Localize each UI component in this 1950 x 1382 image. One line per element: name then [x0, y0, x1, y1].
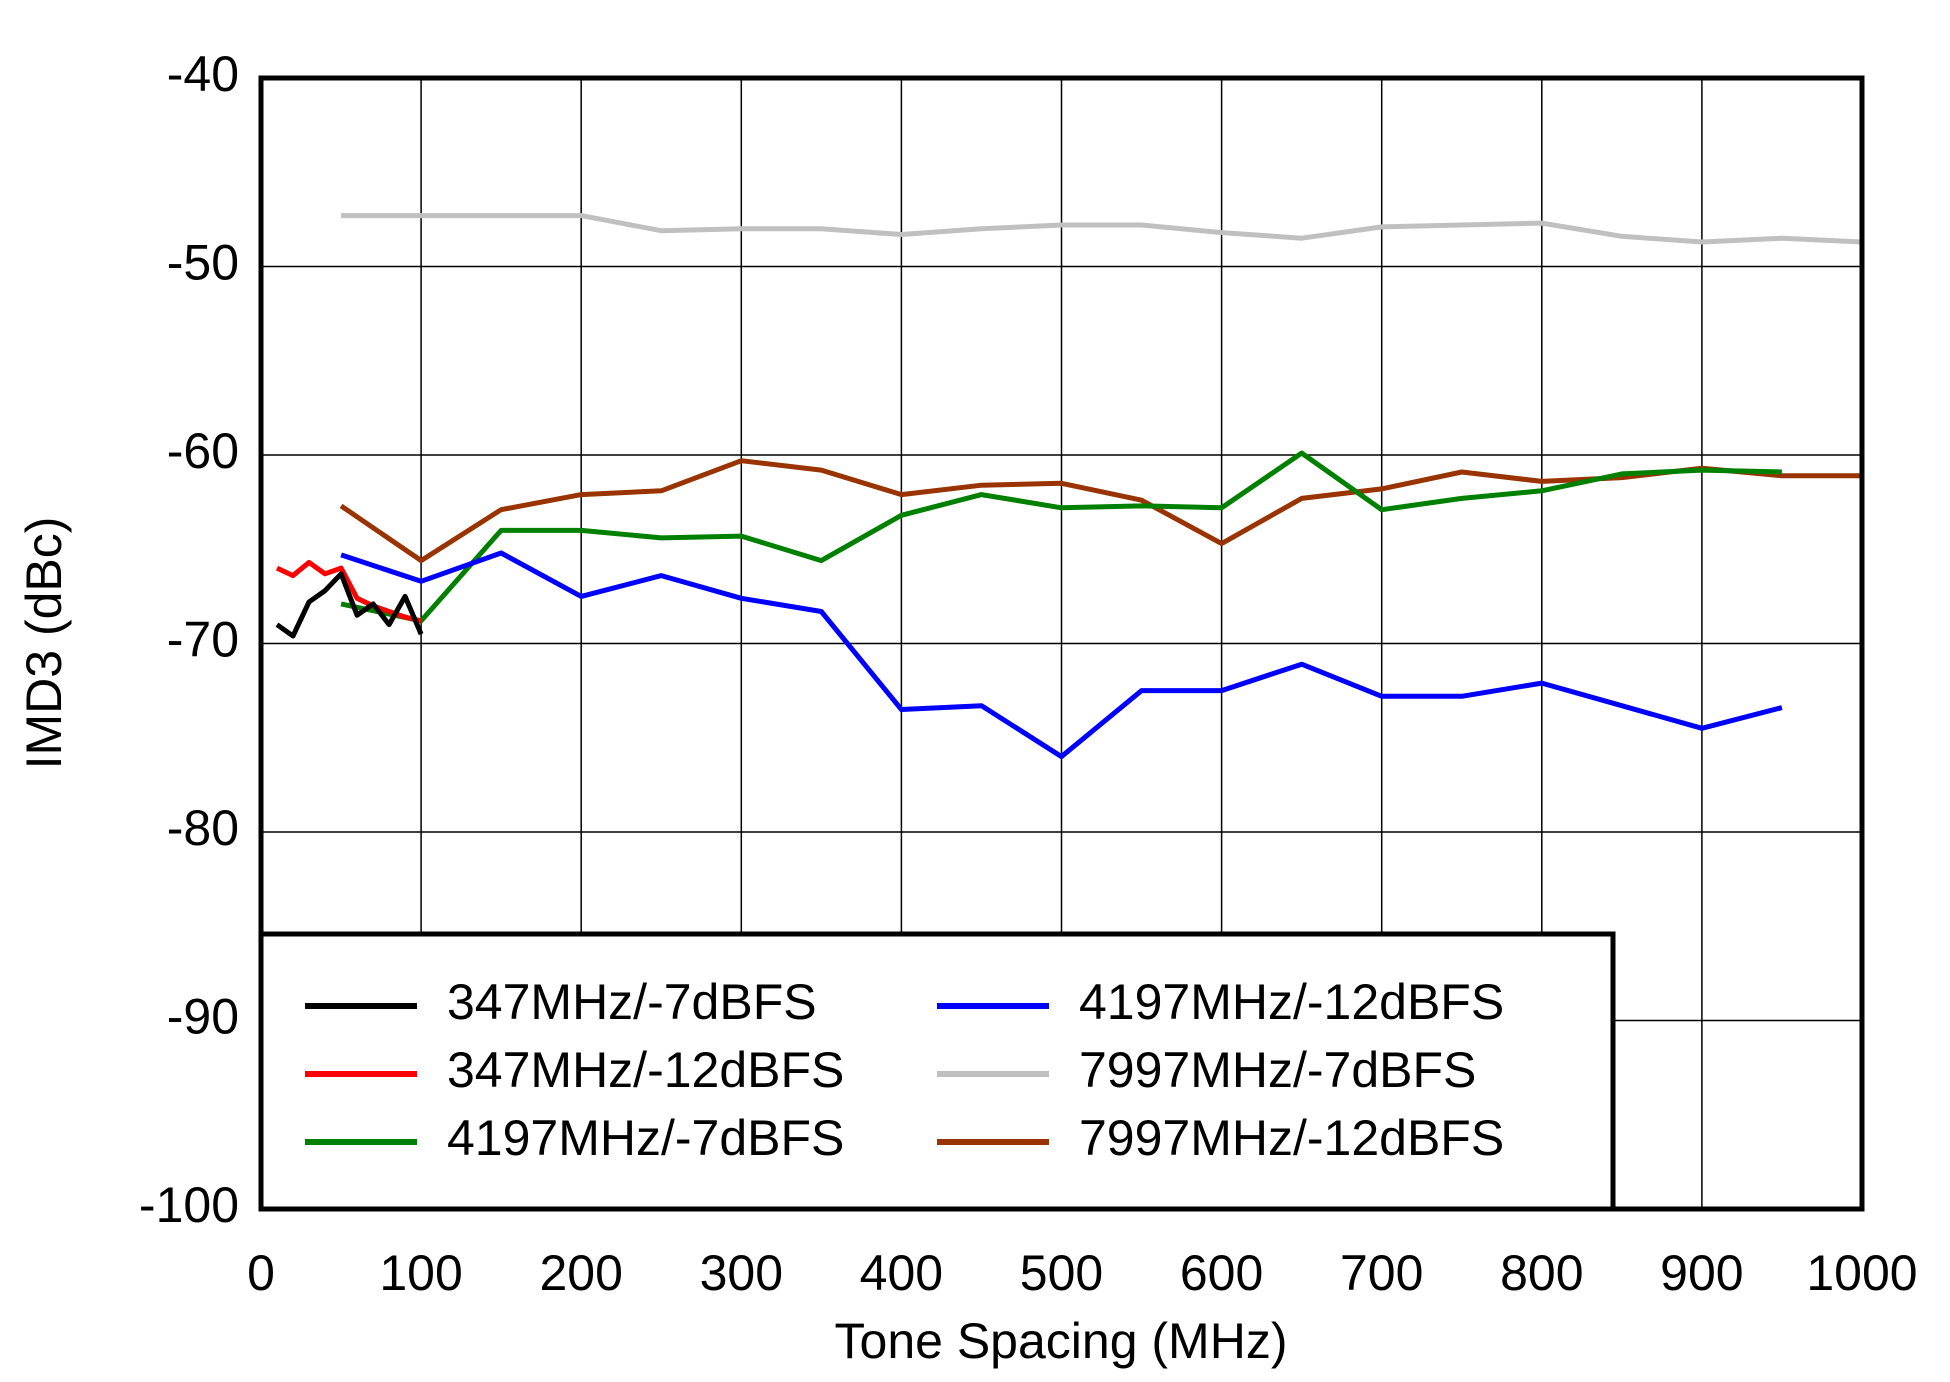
x-tick-label: 400 — [860, 1245, 943, 1301]
x-tick-label: 800 — [1500, 1245, 1583, 1301]
legend-label: 4197MHz/-7dBFS — [447, 1110, 844, 1166]
x-tick-label: 900 — [1660, 1245, 1743, 1301]
x-axis-label: Tone Spacing (MHz) — [835, 1313, 1288, 1369]
y-tick-label: -80 — [167, 800, 239, 856]
data-line — [340, 550, 1783, 760]
plot-border — [258, 75, 1865, 1212]
x-tick-label: 0 — [247, 1245, 275, 1301]
data-line — [340, 450, 1782, 624]
x-tick-label: 200 — [539, 1245, 622, 1301]
y-tick-label: -100 — [139, 1177, 239, 1233]
y-tick-label: -50 — [167, 235, 239, 291]
legend-label: 347MHz/-7dBFS — [447, 974, 817, 1030]
x-tick-label: 700 — [1340, 1245, 1423, 1301]
y-tick-label: -70 — [167, 612, 239, 668]
y-axis-label: IMD3 (dBc) — [16, 517, 72, 770]
y-tick-label: -90 — [167, 989, 239, 1045]
data-line — [341, 213, 1863, 245]
y-tick-label: -60 — [167, 423, 239, 479]
legend-label: 347MHz/-12dBFS — [447, 1042, 844, 1098]
x-tick-label: 600 — [1180, 1245, 1263, 1301]
x-tick-label: 100 — [379, 1245, 462, 1301]
data-line — [275, 571, 424, 639]
x-tick-label: 1000 — [1806, 1245, 1917, 1301]
legend-label: 4197MHz/-12dBFS — [1079, 974, 1504, 1030]
x-tick-label: 300 — [700, 1245, 783, 1301]
x-tick-label: 500 — [1020, 1245, 1103, 1301]
legend-label: 7997MHz/-12dBFS — [1079, 1110, 1504, 1166]
y-tick-label: -40 — [167, 46, 239, 102]
legend-label: 7997MHz/-7dBFS — [1079, 1042, 1476, 1098]
